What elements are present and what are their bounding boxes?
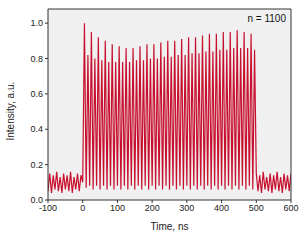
svg-text:Time, ns: Time, ns [151,221,189,232]
svg-text:0.6: 0.6 [30,89,43,99]
svg-text:0.8: 0.8 [30,54,43,64]
svg-text:200: 200 [145,203,160,213]
svg-text:300: 300 [179,203,194,213]
svg-text:-100: -100 [39,203,57,214]
svg-text:0.2: 0.2 [30,160,43,170]
svg-text:1.0: 1.0 [30,18,43,28]
svg-text:500: 500 [249,203,264,213]
svg-text:100: 100 [110,203,125,213]
html-text:n = 1100: n = 1100 [247,13,286,24]
svg-text:0.0: 0.0 [30,195,43,205]
svg-text:Intensity, a.u.: Intensity, a.u. [8,82,16,141]
svg-text:0: 0 [80,203,85,213]
svg-text:0.4: 0.4 [30,124,43,134]
svg-text:400: 400 [214,203,229,213]
svg-text:600: 600 [283,203,292,213]
